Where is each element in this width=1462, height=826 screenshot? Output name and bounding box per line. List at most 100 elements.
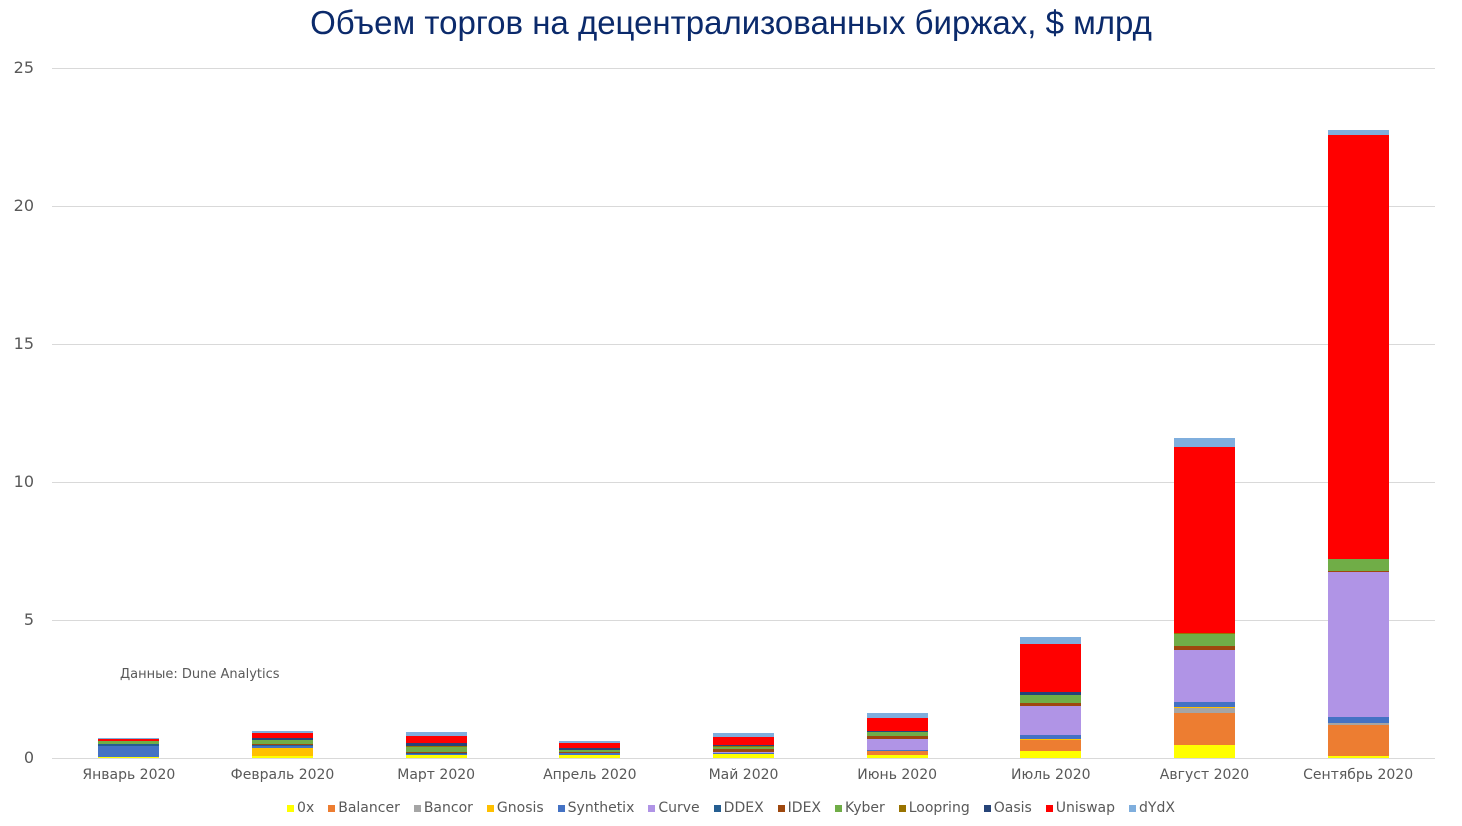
bar-segment-bancor bbox=[1327, 723, 1389, 726]
legend-item: DDEX bbox=[713, 800, 764, 816]
legend-label: 0x bbox=[297, 800, 315, 816]
bar-segment-uniswap bbox=[1020, 643, 1082, 693]
bar-segment-balancer bbox=[1174, 713, 1235, 746]
bar-stack bbox=[713, 0, 774, 826]
bar-stack bbox=[405, 0, 467, 826]
bar-segment-idex bbox=[1174, 645, 1235, 651]
bar-segment-uniswap bbox=[713, 736, 774, 745]
legend-item: dYdX bbox=[1129, 800, 1175, 816]
y-tick-label: 20 bbox=[13, 196, 34, 215]
bar-segment-curve bbox=[713, 752, 774, 754]
legend-item: Synthetix bbox=[557, 800, 635, 816]
legend-label: DDEX bbox=[723, 800, 764, 816]
gridline bbox=[52, 758, 1435, 759]
bar-segment-uniswap bbox=[559, 743, 621, 749]
legend-label: Kyber bbox=[845, 800, 885, 816]
x-tick-label: Март 2020 bbox=[397, 767, 476, 783]
legend-label: IDEX bbox=[787, 800, 822, 816]
gridline bbox=[52, 344, 1435, 345]
bar-segment-synthetix bbox=[1327, 717, 1389, 724]
bar-stack bbox=[252, 0, 313, 826]
legend-label: Uniswap bbox=[1055, 800, 1116, 816]
bar-segment-0x bbox=[405, 755, 467, 758]
bar-segment-0x bbox=[1327, 756, 1389, 758]
bar-segment-gnosis bbox=[1174, 706, 1235, 709]
bar-segment-oasis bbox=[713, 745, 774, 746]
bar-segment-ddex bbox=[405, 753, 467, 754]
x-tick-label: Сентябрь 2020 bbox=[1303, 767, 1414, 783]
x-tick-label: Апрель 2020 bbox=[543, 767, 637, 783]
bar-segment-kyber bbox=[98, 741, 160, 745]
bar-segment-dydx bbox=[713, 732, 774, 737]
bar-segment-kyber bbox=[559, 749, 621, 752]
bar-segment-idex bbox=[252, 744, 313, 746]
bar-segment-synthetix bbox=[1174, 701, 1235, 707]
bar-segment-loopring bbox=[405, 745, 467, 747]
y-tick-label: 0 bbox=[23, 748, 34, 767]
bar-segment-dydx bbox=[559, 740, 621, 744]
legend-label: Curve bbox=[658, 800, 700, 816]
bar-segment-loopring bbox=[713, 745, 774, 747]
bar-segment-kyber bbox=[1174, 634, 1235, 646]
legend-swatch-icon bbox=[413, 804, 421, 812]
legend-swatch-icon bbox=[648, 804, 656, 812]
bar-segment-synthetix bbox=[559, 753, 621, 755]
bar-segment-kyber bbox=[866, 732, 928, 737]
bar-segment-idex bbox=[1327, 571, 1389, 573]
bar-segment-idex bbox=[559, 751, 621, 753]
y-tick-label: 5 bbox=[23, 610, 34, 629]
bar-stack bbox=[1174, 0, 1235, 826]
legend-swatch-icon bbox=[1045, 804, 1053, 812]
legend-item: Loopring bbox=[898, 800, 970, 816]
bar-segment-oasis bbox=[559, 748, 621, 750]
bar-segment-uniswap bbox=[866, 718, 928, 731]
source-annotation: Данные: Dune Analytics bbox=[120, 667, 280, 682]
bar-segment-uniswap bbox=[252, 733, 313, 738]
bar-segment-uniswap bbox=[405, 736, 467, 744]
bar-segment-dydx bbox=[405, 731, 467, 737]
bar-segment-dydx bbox=[98, 737, 160, 739]
bar-segment-balancer bbox=[1327, 725, 1389, 757]
bar-segment-0x bbox=[1020, 751, 1082, 758]
bar-segment-gnosis bbox=[1020, 738, 1082, 741]
bar-segment-0x bbox=[559, 754, 621, 758]
legend-item: Kyber bbox=[835, 800, 885, 816]
gridline bbox=[52, 620, 1435, 621]
legend-item: Oasis bbox=[983, 800, 1032, 816]
bar-segment-uniswap bbox=[1174, 446, 1235, 633]
bar-segment-0x bbox=[866, 754, 928, 758]
legend-swatch-icon bbox=[983, 804, 991, 812]
legend-item: Uniswap bbox=[1045, 800, 1116, 816]
legend-swatch-icon bbox=[898, 804, 906, 812]
legend-item: IDEX bbox=[777, 800, 822, 816]
bar-segment-ddex bbox=[252, 745, 313, 747]
chart-title: Объем торгов на децентрализованных биржа… bbox=[310, 4, 1152, 41]
legend-swatch-icon bbox=[328, 804, 336, 812]
bar-segment-synthetix bbox=[866, 749, 928, 752]
bar-segment-synthetix bbox=[713, 753, 774, 755]
legend-label: dYdX bbox=[1139, 800, 1175, 816]
bar-stack bbox=[559, 0, 621, 826]
y-tick-label: 25 bbox=[13, 58, 34, 77]
legend-item: Balancer bbox=[328, 800, 400, 816]
bar-segment-idex bbox=[713, 749, 774, 753]
x-tick-label: Июль 2020 bbox=[1011, 767, 1091, 783]
bar-segment-oasis bbox=[866, 730, 928, 733]
bar-stack bbox=[1327, 0, 1389, 826]
x-tick-label: Июнь 2020 bbox=[857, 767, 938, 783]
bar-segment-dydx bbox=[866, 712, 928, 719]
legend-swatch-icon bbox=[486, 804, 494, 812]
legend-swatch-icon bbox=[287, 804, 295, 812]
bar-segment-idex bbox=[1020, 703, 1082, 706]
legend: 0x Balancer Bancor Gnosis Synthetix Curve DDEX… bbox=[0, 800, 1462, 816]
legend-label: Synthetix bbox=[567, 800, 635, 816]
bar-segment-synthetix bbox=[252, 746, 313, 748]
bar-segment-uniswap bbox=[1327, 135, 1389, 560]
bar-segment-kyber bbox=[405, 746, 467, 753]
bar-segment-oasis bbox=[405, 743, 467, 746]
bar-segment-loopring bbox=[1174, 632, 1235, 635]
legend-item: Curve bbox=[648, 800, 700, 816]
bar-segment-ddex bbox=[98, 744, 160, 746]
bar-stack bbox=[98, 0, 160, 826]
